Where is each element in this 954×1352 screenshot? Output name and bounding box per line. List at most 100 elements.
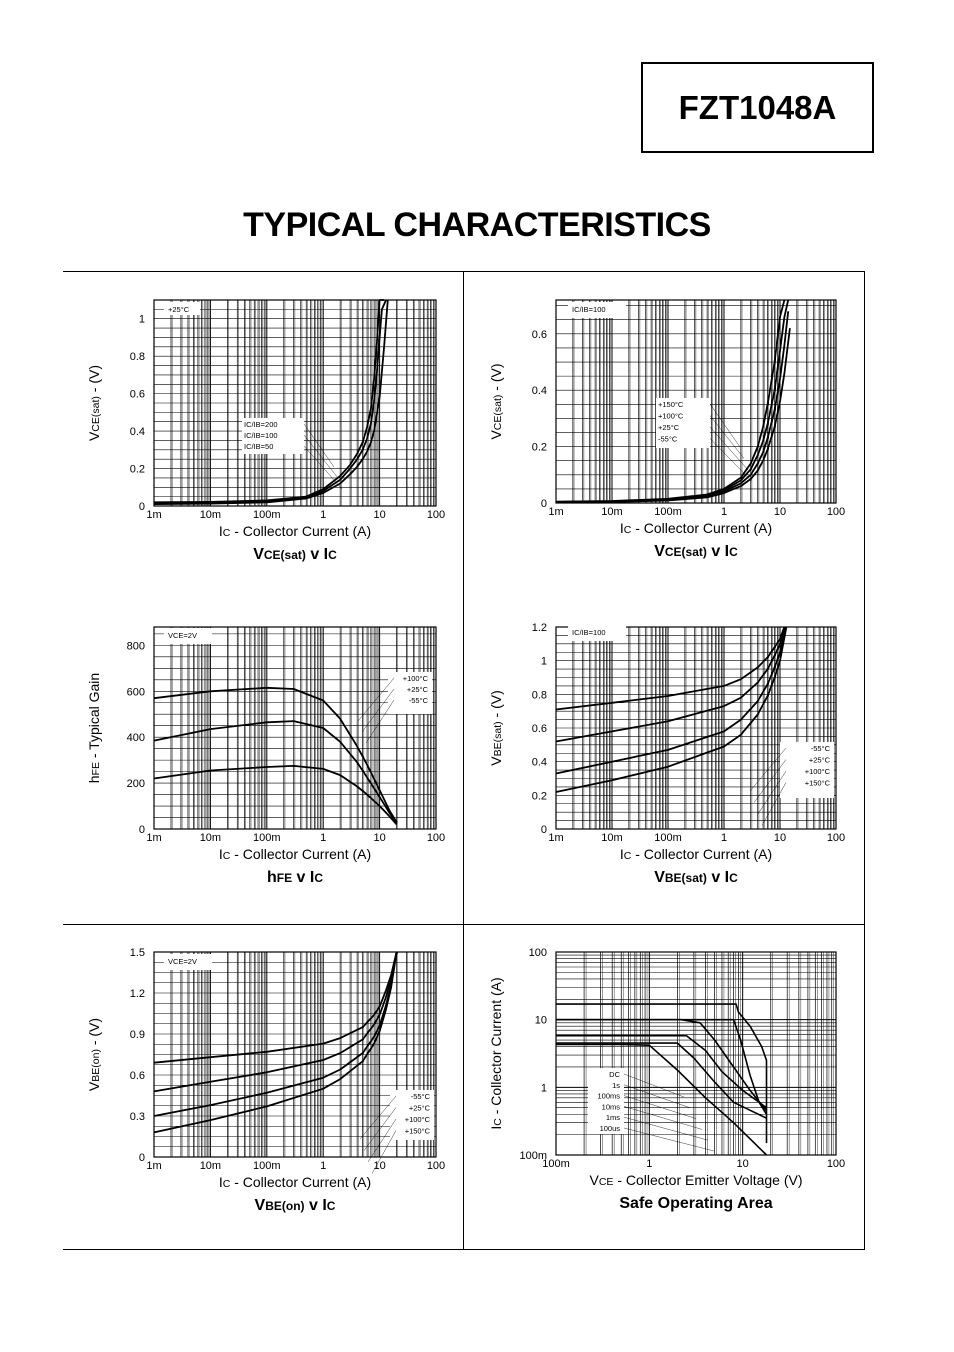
y-tick-label: 0.4: [532, 385, 547, 397]
series-line: [555, 626, 786, 743]
chart-title: VCE(sat) v IC: [253, 546, 337, 563]
legend-entry: -55°C: [409, 696, 429, 705]
chart-vbesat-ic: IC/IB=100 -55°C +25°C +100°C +150°C 1m 10m 100m…: [488, 622, 845, 886]
legend-leader: [753, 759, 787, 803]
x-tick-label: 10: [373, 1160, 385, 1172]
x-tick-label: 1: [320, 509, 326, 521]
series-line: [556, 1042, 767, 1119]
plot-frame: [153, 626, 437, 830]
legend-leader: [371, 1130, 397, 1174]
condition-label: IC/IB=100: [572, 628, 606, 637]
x-tick-label: 10m: [200, 832, 221, 844]
y-tick-label: 0.6: [130, 1070, 145, 1082]
condition-label: IC/IB=100: [572, 305, 606, 314]
y-tick-label: 1.2: [130, 988, 145, 1000]
y-tick-label: 0.4: [130, 426, 145, 438]
y-axis-label: IC - Collector Current (A): [488, 977, 504, 1129]
chart-hfe-ic: VCE=2V +100°C +25°C -55°C 1m 10m 100m 1 10 100 0 20…: [86, 626, 445, 886]
series-line: [153, 951, 398, 1134]
chart-title: VBE(sat) v IC: [654, 869, 738, 886]
x-tick-label: 1m: [548, 832, 563, 844]
series-line: [153, 299, 385, 504]
part-number: FZT1048A: [678, 88, 837, 126]
legend-leader: [761, 782, 787, 826]
legend-leader: [749, 747, 787, 792]
x-tick-label: 100: [827, 1158, 845, 1170]
x-tick-label: 100m: [654, 506, 682, 518]
plot-frame: [153, 299, 437, 507]
x-tick-label: 1: [721, 506, 727, 518]
x-tick-label: 10m: [601, 832, 622, 844]
y-axis-label: VBE(on) - (V): [86, 1018, 102, 1091]
plot-frame: [555, 626, 837, 830]
y-tick-label: 0: [139, 824, 145, 836]
series-line: [555, 626, 786, 711]
condition-label: VCE=2V: [168, 631, 197, 640]
x-tick-label: 1m: [548, 506, 563, 518]
y-tick-label: 0.3: [130, 1111, 145, 1123]
y-tick-label: 1: [541, 1082, 547, 1094]
x-axis-label: VCE - Collector Emitter Voltage (V): [590, 1172, 803, 1188]
y-tick-label: 0: [139, 501, 145, 513]
y-tick-label: 0.2: [532, 442, 547, 454]
legend-bg: [780, 742, 834, 798]
x-tick-label: 1: [320, 832, 326, 844]
legend-entry: IC/IB=200: [244, 420, 278, 429]
legend-entry: IC/IB=100: [244, 431, 278, 440]
x-tick-label: 10: [373, 832, 385, 844]
legend-entry: +25°C: [409, 1104, 431, 1113]
legend-leader: [623, 1106, 703, 1130]
legend-entry: 100us: [600, 1124, 621, 1133]
y-axis-label: VCE(sat) - (V): [488, 363, 504, 439]
frame-center-divider: [463, 271, 464, 1250]
y-tick-label: 100m: [519, 1150, 547, 1162]
legend-leader: [357, 677, 395, 722]
x-axis-label: IC - Collector Current (A): [620, 520, 772, 536]
y-tick-label: 0.9: [130, 1029, 145, 1041]
y-tick-label: 0.6: [130, 389, 145, 401]
y-tick-label: 200: [127, 778, 145, 790]
legend-leader: [623, 1095, 697, 1119]
y-tick-label: 0.2: [532, 790, 547, 802]
legend-entry: +100°C: [403, 674, 429, 683]
legend-leader: [709, 403, 741, 448]
condition-bg: [568, 625, 626, 641]
legend-leader: [709, 415, 745, 459]
x-tick-label: 100: [427, 1160, 445, 1172]
legend-bg: [388, 672, 432, 714]
series-line: [153, 686, 398, 823]
chart-title: Safe Operating Area: [619, 1195, 772, 1212]
chart-vbeon-ic: VCE=2V -55°C +25°C +100°C +150°C 1m 10m 100m 1 10…: [86, 947, 445, 1214]
x-tick-label: 100m: [542, 1158, 570, 1170]
y-tick-label: 0: [139, 1152, 145, 1164]
x-tick-label: 100: [427, 832, 445, 844]
y-tick-label: 800: [127, 640, 145, 652]
x-tick-label: 100: [427, 509, 445, 521]
x-axis-label: IC - Collector Current (A): [219, 1174, 371, 1190]
legend-bg: [656, 398, 710, 448]
chart-title: VBE(on) v IC: [255, 1197, 336, 1214]
x-tick-label: 10: [737, 1158, 749, 1170]
y-axis-label: VCE(sat) - (V): [86, 365, 102, 441]
legend-leader: [303, 434, 339, 479]
legend-entry: -55°C: [811, 744, 831, 753]
condition-bg: [568, 302, 626, 318]
y-tick-label: 1: [541, 656, 547, 668]
legend-bg: [242, 418, 304, 454]
y-tick-label: 10: [535, 1015, 547, 1027]
legend-entry: DC: [609, 1070, 620, 1079]
x-tick-label: 100m: [253, 1160, 281, 1172]
legend-entry: +100°C: [805, 767, 831, 776]
legend-entry: +25°C: [407, 685, 429, 694]
legend-entry: 100ms: [597, 1092, 620, 1101]
frame-right-rule: [864, 271, 865, 1250]
chart-vcesat-ic: +25°C IC/IB=200 IC/IB=100 IC/IB=50 1m 10m 100m…: [86, 299, 445, 563]
legend-leader: [361, 688, 395, 733]
y-tick-label: 0.6: [532, 723, 547, 735]
legend-leader: [365, 699, 395, 744]
plot-frame: [555, 951, 837, 1156]
x-tick-label: 10m: [601, 506, 622, 518]
legend-leader: [367, 1118, 397, 1163]
series-line: [153, 299, 389, 505]
